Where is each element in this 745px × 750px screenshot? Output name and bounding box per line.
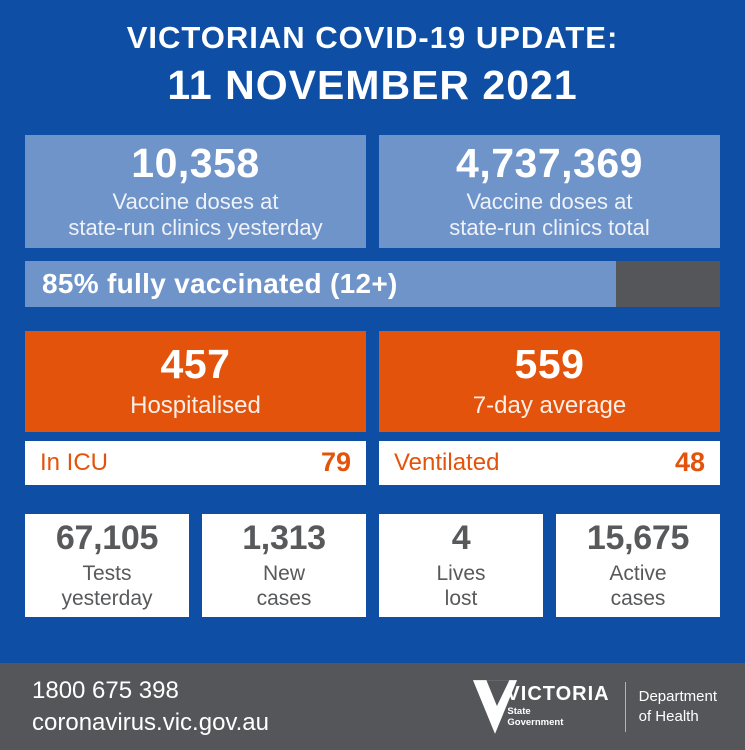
- vaccine-doses-yesterday-label: Vaccine doses at state-run clinics yeste…: [68, 188, 323, 240]
- lives-lost-label: Lives lost: [436, 562, 486, 611]
- tests-yesterday-label: Tests yesterday: [61, 562, 153, 611]
- website-url: coronavirus.vic.gov.au: [32, 708, 269, 736]
- footer-divider: [624, 681, 626, 732]
- vaccine-doses-total-value: 4,737,369: [456, 139, 643, 186]
- vaccine-doses-yesterday-card: 10,358 Vaccine doses at state-run clinic…: [25, 134, 366, 248]
- state-government-label: State Government: [507, 706, 564, 728]
- title-line-1: VICTORIAN COVID-19 UPDATE:: [126, 20, 619, 55]
- content-area: VICTORIAN COVID-19 UPDATE: 11 NOVEMBER 2…: [25, 0, 720, 617]
- vaccine-doses-row: 10,358 Vaccine doses at state-run clinic…: [25, 134, 720, 248]
- vaccine-doses-total-label: Vaccine doses at state-run clinics total: [449, 188, 650, 240]
- lives-lost-card: 4 Lives lost: [379, 513, 543, 617]
- new-cases-card: 1,313 New cases: [202, 513, 366, 617]
- department-of-health-label: Department of Health: [638, 688, 717, 725]
- active-cases-label: Active cases: [609, 562, 667, 611]
- phone-number: 1800 675 398: [32, 676, 179, 704]
- ventilated-card: Ventilated 48: [379, 440, 720, 485]
- daily-stats-row: 67,105 Tests yesterday 1,313 New cases 4…: [25, 513, 720, 617]
- icu-ventilated-row: In ICU 79 Ventilated 48: [25, 440, 720, 485]
- vaccine-doses-total-card: 4,737,369 Vaccine doses at state-run cli…: [379, 134, 720, 248]
- footer-branding: VICTORIA State Government Department of …: [472, 679, 717, 735]
- hospitalisation-row: 457 Hospitalised 559 7-day average: [25, 330, 720, 432]
- page-title: VICTORIAN COVID-19 UPDATE: 11 NOVEMBER 2…: [25, 0, 720, 109]
- tests-yesterday-card: 67,105 Tests yesterday: [25, 513, 189, 617]
- hospitalised-value: 457: [160, 340, 231, 387]
- vaccination-progress-bar: 85% fully vaccinated (12+): [25, 260, 720, 307]
- in-icu-label: In ICU: [40, 448, 109, 476]
- vaccine-doses-yesterday-value: 10,358: [131, 139, 260, 186]
- footer: 1800 675 398 coronavirus.vic.gov.au VICT…: [0, 663, 745, 750]
- new-cases-value: 1,313: [242, 519, 326, 558]
- lives-lost-value: 4: [451, 519, 471, 558]
- title-line-2: 11 NOVEMBER 2021: [167, 61, 578, 108]
- active-cases-value: 15,675: [586, 519, 690, 558]
- victoria-state-government-logo: VICTORIA State Government: [472, 679, 609, 735]
- seven-day-average-value: 559: [514, 340, 585, 387]
- victoria-logo-text: VICTORIA State Government: [506, 684, 609, 729]
- victoria-wordmark: VICTORIA: [506, 683, 610, 706]
- in-icu-value: 79: [320, 447, 351, 478]
- tests-yesterday-value: 67,105: [55, 519, 159, 558]
- vaccination-progress-fill: [25, 260, 616, 307]
- new-cases-label: New cases: [256, 562, 312, 611]
- in-icu-card: In ICU 79: [25, 440, 366, 485]
- hospitalised-label: Hospitalised: [130, 391, 261, 419]
- footer-contact: 1800 675 398 coronavirus.vic.gov.au: [32, 677, 269, 737]
- active-cases-card: 15,675 Active cases: [556, 513, 720, 617]
- vaccination-progress-label: 85% fully vaccinated (12+): [42, 267, 398, 299]
- seven-day-average-label: 7-day average: [472, 391, 627, 419]
- hospitalised-card: 457 Hospitalised: [25, 330, 366, 432]
- ventilated-label: Ventilated: [394, 448, 500, 476]
- victoria-triangle-icon: [473, 679, 518, 734]
- ventilated-value: 48: [674, 447, 705, 478]
- seven-day-average-card: 559 7-day average: [379, 330, 720, 432]
